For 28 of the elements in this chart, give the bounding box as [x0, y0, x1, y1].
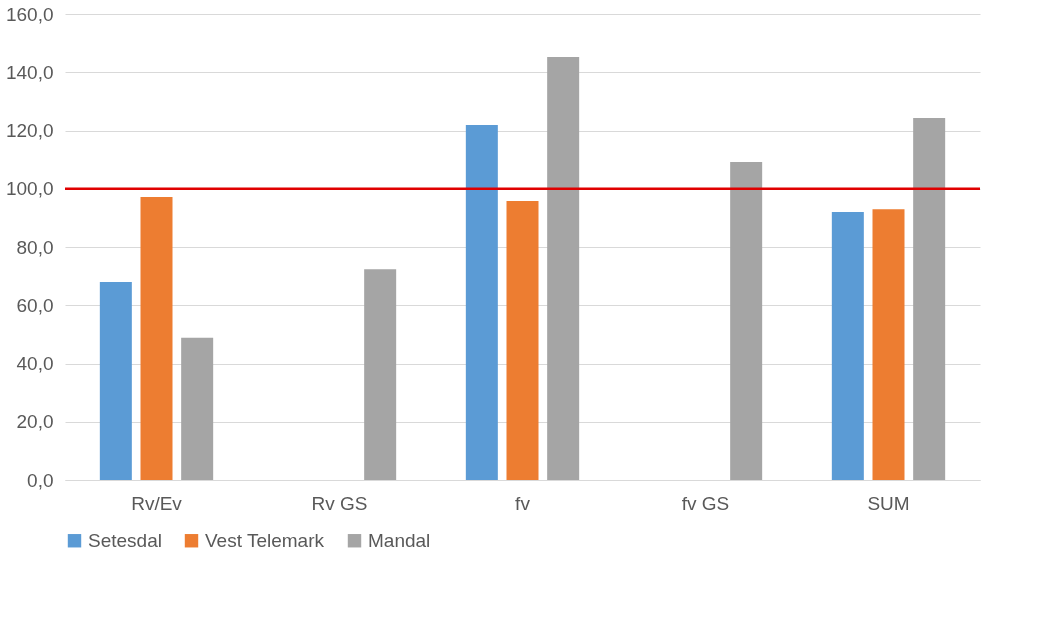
y-tick-label: 20,0	[16, 411, 54, 433]
bar	[913, 117, 946, 480]
bar	[364, 269, 397, 480]
y-tick-label: 40,0	[16, 353, 54, 374]
y-tick-label: 120,0	[5, 120, 54, 141]
bar	[181, 337, 214, 480]
bar	[506, 200, 539, 480]
x-tick-label: SUM	[867, 492, 910, 514]
y-tick-label: 160,0	[5, 3, 54, 25]
y-tick-label: 140,0	[5, 61, 54, 83]
bar	[99, 281, 132, 480]
x-tick-label: fv	[515, 492, 531, 514]
bar	[140, 196, 173, 480]
bar	[730, 161, 763, 480]
x-tick-label: fv GS	[681, 492, 730, 514]
x-tick-label: Rv/Ev	[131, 492, 183, 514]
bar	[465, 124, 498, 480]
y-tick-label: 60,0	[16, 294, 54, 316]
y-tick-label: 80,0	[16, 236, 54, 258]
legend-label: Mandal	[368, 529, 431, 551]
bar	[831, 212, 864, 480]
legend-label: Setesdal	[88, 529, 162, 551]
x-tick-label: Rv GS	[311, 492, 368, 514]
bar	[547, 57, 580, 480]
y-tick-label: 100,0	[5, 178, 54, 200]
legend-label: Vest Telemark	[205, 529, 325, 551]
bar	[872, 209, 905, 480]
y-tick-label: 0,0	[27, 469, 54, 491]
